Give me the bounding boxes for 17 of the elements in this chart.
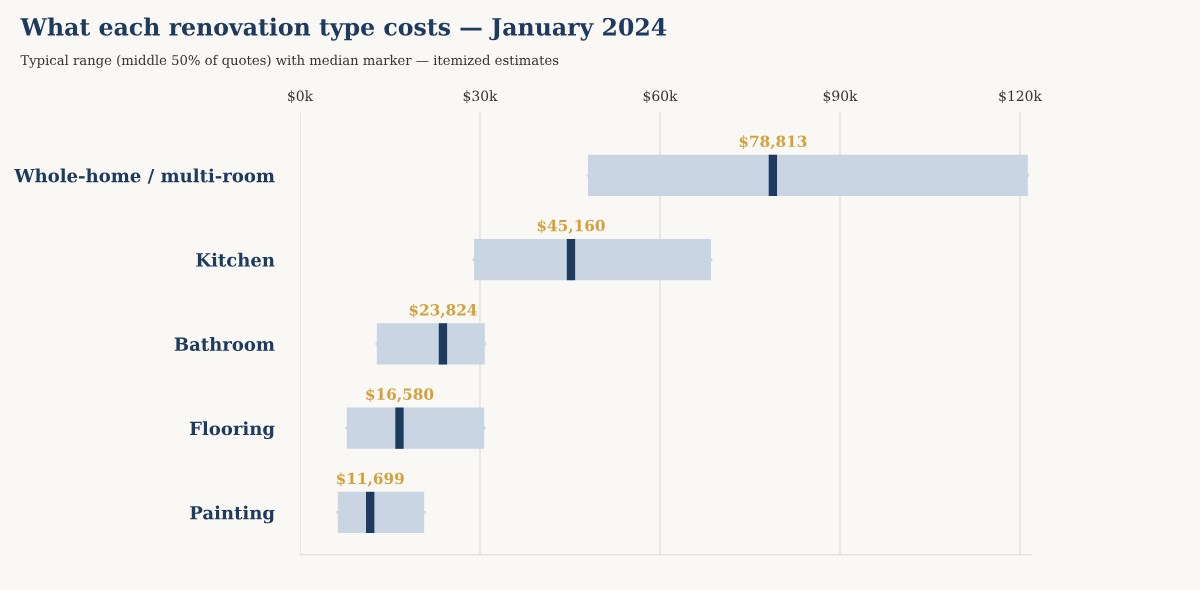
annotation: $11,699 xyxy=(337,472,404,487)
annotation: $45,160 xyxy=(537,219,605,234)
y-tick-label: Painting xyxy=(190,505,275,524)
chart-title: What each renovation type costs — January 2024 xyxy=(20,17,667,41)
annotation: $23,824 xyxy=(409,303,477,318)
y-tick-label: Bathroom xyxy=(174,337,275,351)
annotation: $78,813 xyxy=(739,135,807,150)
x-tick-label: $0k xyxy=(288,90,314,103)
annotation: $16,580 xyxy=(366,388,434,403)
y-tick-label: Whole-home / multi-room xyxy=(14,168,275,184)
y-tick-label: Kitchen xyxy=(196,252,275,267)
chart-subtitle: Typical range (middle 50% of quotes) with median marker — itemized estimates xyxy=(20,54,559,68)
x-tick-label: $90k xyxy=(823,90,858,103)
x-tick-label: $60k xyxy=(643,90,678,103)
x-tick-label: $120k xyxy=(999,90,1042,103)
y-tick-label: Flooring xyxy=(189,421,275,440)
x-tick-label: $30k xyxy=(463,90,498,103)
